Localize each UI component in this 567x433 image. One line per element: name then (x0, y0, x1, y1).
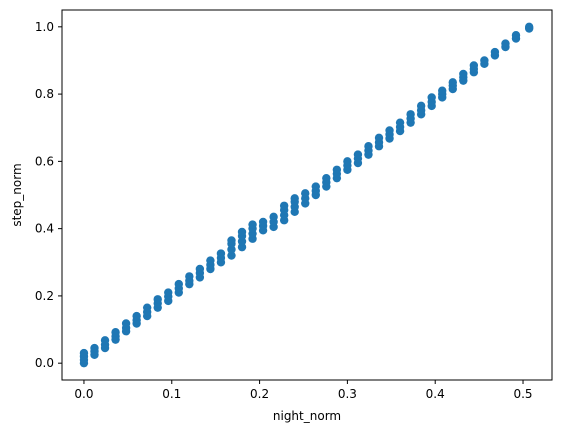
scatter-point (511, 31, 521, 40)
y-tick-label: 0.2 (35, 289, 54, 303)
scatter-point (206, 256, 215, 265)
scatter-point (353, 150, 363, 159)
scatter-point (501, 39, 510, 48)
scatter-point (142, 303, 152, 312)
x-axis-ticks: 0.0 0.1 0.2 0.3 0.4 0.5 (74, 380, 533, 401)
y-tick-label: 1.0 (35, 20, 54, 34)
y-tick-label: 0.4 (35, 222, 54, 236)
points-layer (79, 22, 534, 368)
x-tick-label: 0.3 (338, 387, 357, 401)
scatter-point (311, 182, 320, 191)
scatter-point (237, 227, 247, 237)
scatter-point (111, 328, 120, 337)
scatter-point (332, 165, 342, 174)
scatter-point (524, 22, 534, 32)
scatter-point (416, 101, 426, 111)
scatter-point (438, 86, 447, 95)
scatter-point (290, 194, 299, 203)
x-axis-label: night_norm (273, 409, 341, 423)
scatter-point (258, 217, 268, 227)
scatter-point (364, 142, 373, 151)
y-tick-label: 0.6 (35, 154, 54, 168)
scatter-point (469, 61, 479, 70)
x-tick-label: 0.5 (513, 387, 532, 401)
scatter-point (322, 173, 331, 183)
x-tick-label: 0.1 (162, 387, 181, 401)
scatter-point (427, 93, 436, 102)
scatter-point (227, 236, 236, 245)
y-tick-label: 0.8 (35, 87, 54, 101)
y-axis-label: step_norm (10, 163, 24, 226)
scatter-point (153, 295, 162, 304)
scatter-point (490, 47, 500, 57)
scatter-point (174, 279, 183, 289)
scatter-point (216, 249, 226, 258)
x-tick-label: 0.2 (250, 387, 269, 401)
scatter-point (248, 220, 257, 229)
scatter-point (185, 272, 194, 281)
scatter-point (227, 251, 236, 260)
scatter-point (269, 212, 278, 222)
plot-frame (61, 9, 553, 381)
scatter-point (301, 189, 310, 198)
scatter-point (385, 126, 394, 135)
x-tick-label: 0.0 (74, 387, 93, 401)
scatter-point (132, 311, 141, 321)
scatter-point (395, 118, 405, 127)
scatter-point (374, 133, 384, 143)
scatter-point (90, 343, 99, 353)
scatter-point (100, 336, 110, 345)
scatter-point (279, 201, 289, 210)
scatter-point (448, 78, 457, 87)
scatter-point (459, 69, 468, 79)
x-tick-label: 0.4 (426, 387, 445, 401)
scatter-point (195, 264, 205, 274)
y-tick-label: 0.0 (35, 356, 54, 370)
scatter-point (343, 157, 352, 166)
scatter-point (121, 319, 131, 328)
scatter-point (480, 56, 489, 65)
scatter-point (406, 110, 415, 119)
scatter-point (164, 288, 173, 297)
scatter-point (79, 348, 89, 358)
y-axis-ticks: 0.0 0.2 0.4 0.6 0.8 1.0 (35, 20, 62, 370)
